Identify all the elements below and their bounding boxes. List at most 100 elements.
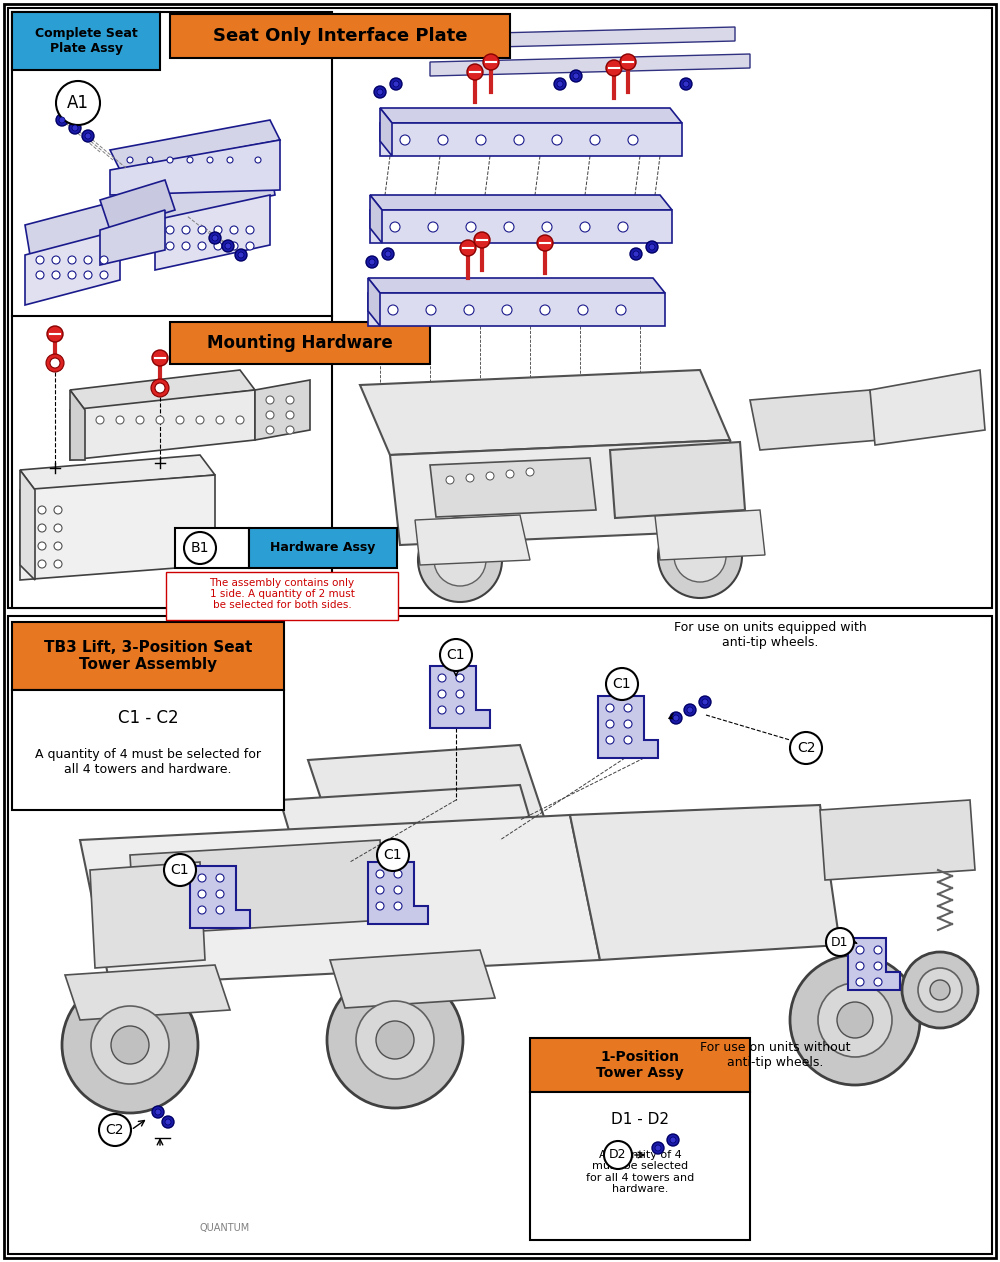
Text: Seat Only Interface Plate: Seat Only Interface Plate bbox=[213, 27, 467, 45]
Circle shape bbox=[176, 416, 184, 424]
Circle shape bbox=[826, 928, 854, 957]
Bar bbox=[12, 690, 284, 810]
Circle shape bbox=[434, 534, 486, 586]
Polygon shape bbox=[368, 293, 665, 326]
Polygon shape bbox=[360, 370, 730, 456]
Polygon shape bbox=[308, 745, 545, 835]
Circle shape bbox=[216, 875, 224, 882]
Polygon shape bbox=[20, 456, 215, 490]
Circle shape bbox=[687, 707, 693, 713]
Circle shape bbox=[38, 560, 46, 568]
Circle shape bbox=[620, 54, 636, 69]
Circle shape bbox=[127, 156, 133, 163]
Circle shape bbox=[652, 1142, 664, 1153]
Circle shape bbox=[670, 1137, 676, 1143]
Circle shape bbox=[214, 226, 222, 233]
Circle shape bbox=[628, 135, 638, 145]
Polygon shape bbox=[655, 510, 765, 560]
Circle shape bbox=[216, 416, 224, 424]
Circle shape bbox=[209, 232, 221, 244]
Circle shape bbox=[376, 1021, 414, 1059]
Circle shape bbox=[837, 1002, 873, 1039]
Bar bbox=[12, 622, 284, 690]
Circle shape bbox=[428, 222, 438, 232]
Polygon shape bbox=[415, 27, 735, 49]
Circle shape bbox=[388, 305, 398, 316]
Circle shape bbox=[38, 506, 46, 514]
Circle shape bbox=[438, 135, 448, 145]
Circle shape bbox=[165, 1119, 171, 1124]
Circle shape bbox=[606, 704, 614, 712]
Circle shape bbox=[400, 135, 410, 145]
Circle shape bbox=[856, 978, 864, 986]
Circle shape bbox=[198, 906, 206, 914]
Polygon shape bbox=[110, 140, 280, 196]
Polygon shape bbox=[110, 120, 280, 170]
Text: Hardware Assy: Hardware Assy bbox=[270, 541, 376, 554]
Circle shape bbox=[393, 81, 399, 87]
Circle shape bbox=[537, 235, 553, 251]
Circle shape bbox=[369, 259, 375, 265]
Circle shape bbox=[85, 133, 91, 139]
Circle shape bbox=[198, 226, 206, 233]
Bar bbox=[8, 616, 992, 1254]
Circle shape bbox=[99, 1114, 131, 1146]
Circle shape bbox=[376, 870, 384, 878]
Polygon shape bbox=[368, 278, 665, 293]
Polygon shape bbox=[155, 165, 275, 220]
Circle shape bbox=[166, 226, 174, 233]
Circle shape bbox=[554, 78, 566, 90]
Circle shape bbox=[207, 156, 213, 163]
Circle shape bbox=[426, 305, 436, 316]
Circle shape bbox=[438, 674, 446, 681]
Text: C1: C1 bbox=[384, 848, 402, 862]
Circle shape bbox=[376, 902, 384, 910]
Polygon shape bbox=[330, 950, 495, 1008]
Circle shape bbox=[394, 870, 402, 878]
Circle shape bbox=[918, 968, 962, 1012]
Circle shape bbox=[394, 886, 402, 893]
Circle shape bbox=[476, 135, 486, 145]
Circle shape bbox=[225, 244, 231, 249]
Circle shape bbox=[166, 242, 174, 250]
Circle shape bbox=[162, 1116, 174, 1128]
Polygon shape bbox=[430, 666, 490, 728]
Polygon shape bbox=[70, 390, 85, 461]
Circle shape bbox=[590, 135, 600, 145]
Polygon shape bbox=[848, 938, 900, 989]
Circle shape bbox=[196, 416, 204, 424]
Circle shape bbox=[246, 242, 254, 250]
Circle shape bbox=[874, 978, 882, 986]
Circle shape bbox=[552, 135, 562, 145]
Circle shape bbox=[227, 156, 233, 163]
Polygon shape bbox=[380, 122, 682, 156]
Bar bbox=[170, 322, 430, 363]
Circle shape bbox=[377, 839, 409, 871]
Circle shape bbox=[646, 241, 658, 252]
Polygon shape bbox=[65, 965, 230, 1020]
Circle shape bbox=[230, 242, 238, 250]
Circle shape bbox=[526, 468, 534, 476]
Polygon shape bbox=[430, 54, 750, 76]
Circle shape bbox=[542, 222, 552, 232]
Circle shape bbox=[456, 674, 464, 681]
Circle shape bbox=[46, 355, 64, 372]
Circle shape bbox=[96, 416, 104, 424]
Circle shape bbox=[667, 1135, 679, 1146]
Circle shape bbox=[116, 416, 124, 424]
Circle shape bbox=[633, 251, 639, 257]
Circle shape bbox=[385, 251, 391, 257]
Circle shape bbox=[164, 854, 196, 886]
Circle shape bbox=[111, 1026, 149, 1064]
Circle shape bbox=[198, 242, 206, 250]
Circle shape bbox=[54, 524, 62, 533]
Circle shape bbox=[464, 305, 474, 316]
Polygon shape bbox=[100, 180, 175, 230]
Polygon shape bbox=[100, 209, 165, 265]
Circle shape bbox=[356, 1001, 434, 1079]
Circle shape bbox=[658, 514, 742, 598]
Circle shape bbox=[486, 472, 494, 480]
Circle shape bbox=[624, 736, 632, 745]
Circle shape bbox=[874, 946, 882, 954]
Circle shape bbox=[235, 249, 247, 261]
